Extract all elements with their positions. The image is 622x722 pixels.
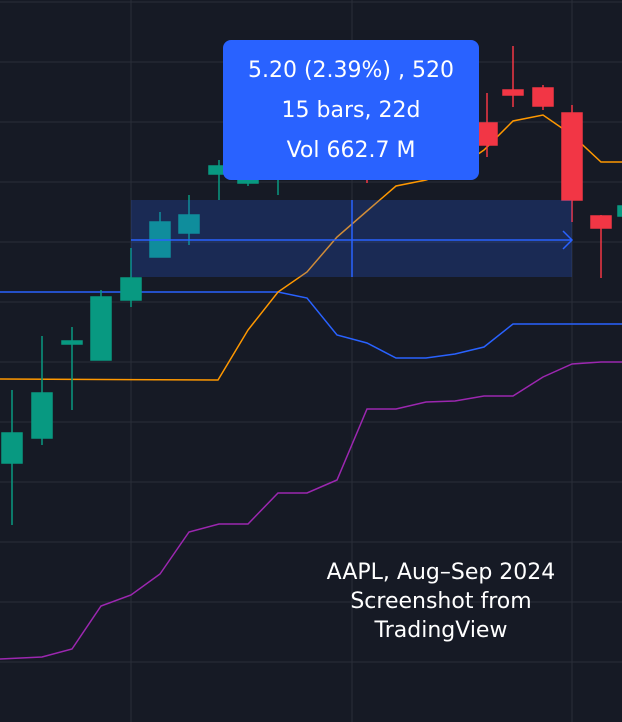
caption-line: AAPL, Aug–Sep 2024 (327, 560, 556, 585)
purple-line (0, 361, 622, 660)
tooltip-volume: Vol 662.7 M (287, 138, 416, 163)
caption-line: TradingView (374, 618, 508, 643)
tooltip-bars: 15 bars, 22d (282, 98, 421, 123)
caption-line: Screenshot from (350, 589, 531, 614)
tooltip-change: 5.20 (2.39%) , 520 (248, 58, 454, 83)
caption: AAPL, Aug–Sep 2024 Screenshot from Tradi… (327, 560, 556, 643)
tooltip: 5.20 (2.39%) , 520 15 bars, 22d Vol 662.… (223, 40, 479, 180)
orange-line (0, 114, 622, 381)
measure-tool (131, 200, 574, 277)
blue-line (0, 291, 622, 359)
